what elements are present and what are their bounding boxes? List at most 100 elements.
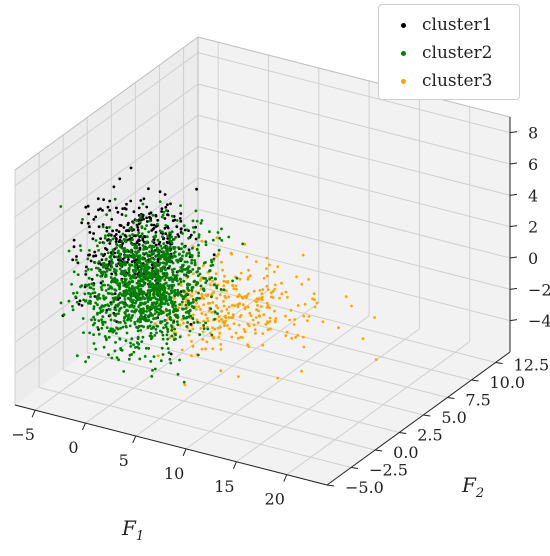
scatter-point (227, 235, 231, 239)
scatter-point (202, 303, 206, 306)
scatter-point (206, 302, 210, 305)
x-tick-mark (182, 448, 187, 457)
scatter-point (162, 311, 165, 314)
scatter-point (156, 324, 159, 328)
scatter-point (254, 316, 258, 319)
scatter-point (90, 277, 94, 281)
scatter-point (76, 273, 80, 276)
scatter-point (185, 297, 188, 301)
scatter-point (167, 351, 171, 354)
scatter-point (166, 257, 170, 261)
scatter-point (156, 218, 160, 222)
scatter-point (126, 309, 130, 313)
scatter-point (124, 250, 127, 254)
scatter-point (101, 280, 105, 283)
scatter-point (111, 248, 115, 252)
scatter-point (143, 265, 147, 269)
scatter-point (120, 293, 124, 297)
scatter-point (107, 287, 111, 291)
scatter-point (268, 306, 271, 309)
scatter-point (130, 316, 134, 319)
y-tick-mark (351, 467, 359, 469)
scatter-point (108, 239, 112, 243)
scatter-point (158, 240, 162, 244)
scatter-point (84, 360, 87, 364)
scatter-point (157, 307, 161, 311)
scatter-point (103, 252, 107, 256)
scatter-point (226, 324, 229, 327)
scatter-point (135, 241, 139, 245)
scatter-point (140, 235, 144, 239)
grid-line (197, 240, 511, 322)
grid-line (38, 387, 352, 468)
scatter-point (71, 305, 74, 308)
scatter-point (164, 325, 168, 329)
scatter-point (210, 258, 213, 262)
scatter-point (173, 288, 177, 292)
scatter-point (160, 210, 164, 213)
scatter-point (292, 323, 296, 326)
scatter-point (231, 315, 235, 319)
scatter-point (139, 320, 143, 323)
scatter-point (182, 273, 186, 276)
y-tick-label: 7.5 (465, 391, 490, 410)
scatter-point (143, 355, 147, 358)
scatter-point (256, 304, 259, 307)
scatter-point (164, 248, 168, 252)
scatter-point (120, 213, 124, 216)
scatter-point (227, 316, 231, 319)
scatter-point (175, 279, 179, 283)
scatter-point (94, 301, 98, 305)
scatter-point (106, 251, 110, 255)
scatter-point (142, 235, 146, 238)
scatter-point (195, 281, 199, 284)
scatter-point (105, 308, 109, 312)
scatter-point (150, 306, 153, 309)
scatter-point (139, 317, 143, 321)
scatter-point (125, 331, 129, 335)
scatter-point (191, 300, 195, 304)
scatter-point (313, 298, 316, 301)
scatter-point (242, 328, 246, 331)
scatter-point (119, 326, 122, 330)
scatter-point (255, 300, 258, 304)
scatter-point (268, 320, 272, 323)
scatter-point (212, 257, 216, 261)
legend-item-cluster1: cluster1 (389, 11, 519, 39)
legend-item-cluster3: cluster3 (389, 67, 519, 95)
scatter-point (86, 204, 90, 208)
scatter-point (132, 210, 136, 214)
z-tick-mark (509, 256, 518, 259)
scatter-point (134, 250, 137, 254)
scatter-point (152, 293, 156, 297)
scatter-point (132, 298, 135, 302)
scatter-point (172, 283, 176, 287)
scatter-point (97, 225, 101, 229)
scatter-point (83, 292, 87, 296)
scatter-point (158, 297, 162, 300)
scatter-point (296, 304, 300, 307)
scatter-point (188, 308, 192, 312)
scatter-point (268, 316, 272, 320)
scatter-point (131, 233, 134, 236)
scatter-point (255, 308, 258, 312)
scatter-point (218, 331, 222, 335)
scatter-point (202, 261, 206, 265)
scatter-point (75, 354, 79, 358)
scatter-point (105, 338, 108, 342)
scatter-point (126, 260, 129, 264)
scatter-point (234, 331, 238, 335)
scatter-point (139, 273, 142, 276)
scatter-point (105, 263, 109, 266)
scatter-point (179, 277, 183, 281)
scatter-point (99, 274, 103, 278)
scatter-point (173, 294, 177, 298)
scatter-point (108, 242, 112, 245)
scatter-point (177, 306, 181, 310)
scatter-point (162, 283, 166, 287)
scatter-point (205, 340, 209, 344)
scatter-point (108, 260, 111, 263)
scatter-point (138, 357, 142, 361)
scatter-point (148, 292, 152, 296)
scatter-point (124, 240, 128, 244)
